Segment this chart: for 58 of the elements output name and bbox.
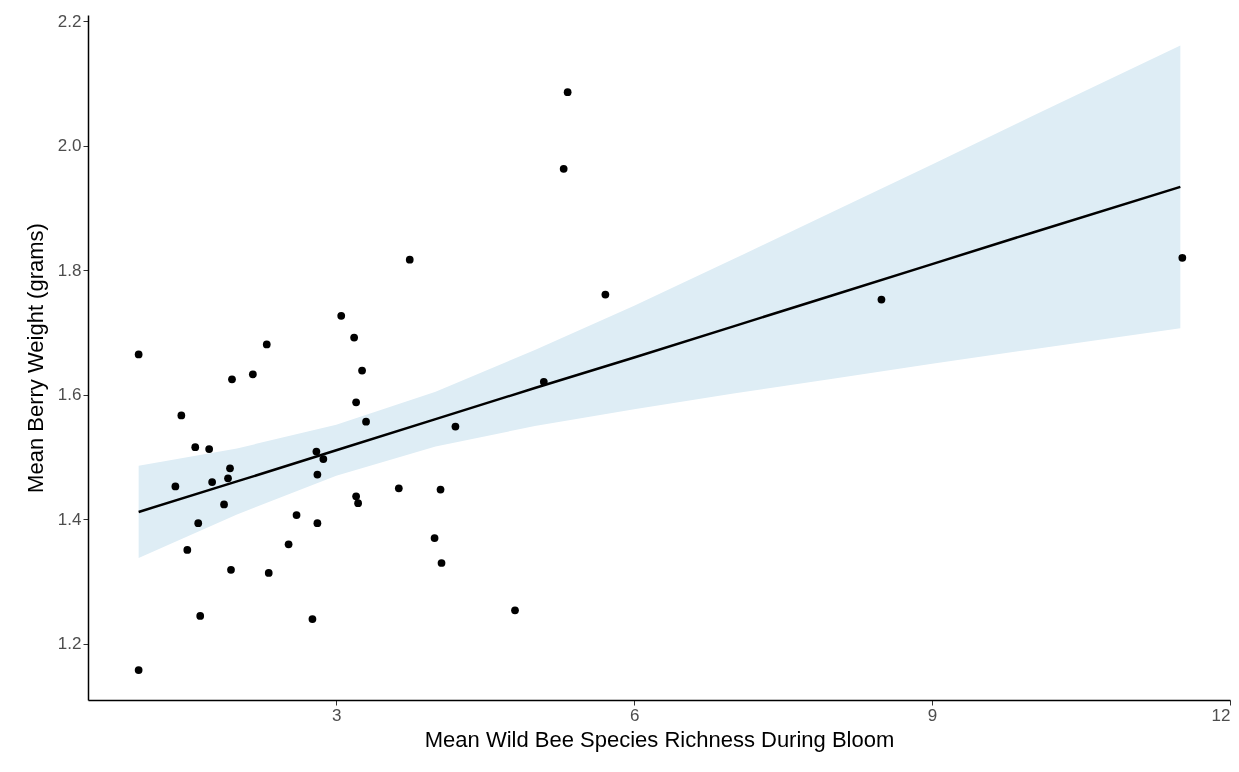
- point: [194, 519, 203, 528]
- point: [134, 666, 143, 674]
- point: [205, 445, 214, 453]
- point: [563, 88, 572, 97]
- x-tick-label: 12: [1211, 705, 1231, 725]
- point: [292, 511, 301, 519]
- point: [191, 443, 200, 452]
- point: [437, 559, 446, 567]
- x-tick-label: 9: [927, 705, 938, 725]
- y-tick-label: 2.2: [57, 11, 82, 31]
- point: [313, 470, 322, 479]
- y-axis-title: Mean Berry Weight (grams): [22, 223, 48, 493]
- point: [539, 377, 548, 386]
- x-tick-label: 6: [629, 705, 640, 725]
- point: [284, 540, 293, 549]
- point: [394, 484, 403, 493]
- point: [228, 375, 236, 384]
- point: [436, 485, 445, 494]
- point: [171, 482, 180, 491]
- point: [226, 464, 234, 473]
- point: [312, 447, 321, 456]
- point: [227, 565, 235, 574]
- point: [313, 519, 322, 528]
- point: [877, 295, 886, 304]
- point: [220, 500, 228, 509]
- point: [352, 492, 360, 501]
- point: [264, 569, 273, 577]
- point: [362, 417, 370, 426]
- point: [559, 164, 568, 173]
- point: [601, 290, 610, 299]
- point: [308, 615, 317, 623]
- y-tick-label: 1.2: [57, 634, 82, 654]
- x-axis-title: Mean Wild Bee Species Richness During Bloom: [424, 726, 895, 752]
- point: [354, 499, 362, 508]
- point: [177, 411, 186, 420]
- y-tick-label: 1.6: [57, 385, 82, 405]
- point: [358, 366, 366, 375]
- point: [352, 398, 360, 407]
- x-tick-label: 3: [332, 705, 342, 725]
- point: [511, 606, 519, 615]
- y-tick-label: 2.0: [57, 136, 82, 156]
- point: [1178, 254, 1187, 262]
- point: [134, 350, 143, 359]
- point: [405, 255, 414, 264]
- y-tick-label: 1.8: [57, 260, 82, 280]
- point: [319, 455, 328, 463]
- point: [183, 546, 192, 554]
- point: [262, 340, 271, 349]
- point: [248, 370, 257, 379]
- point: [196, 612, 205, 620]
- point: [208, 478, 216, 486]
- point: [224, 474, 232, 483]
- point: [337, 311, 346, 320]
- line-series: [137, 185, 1182, 514]
- point: [350, 333, 359, 342]
- point: [451, 422, 460, 431]
- point: [430, 534, 439, 542]
- y-tick-label: 1.4: [57, 509, 82, 529]
